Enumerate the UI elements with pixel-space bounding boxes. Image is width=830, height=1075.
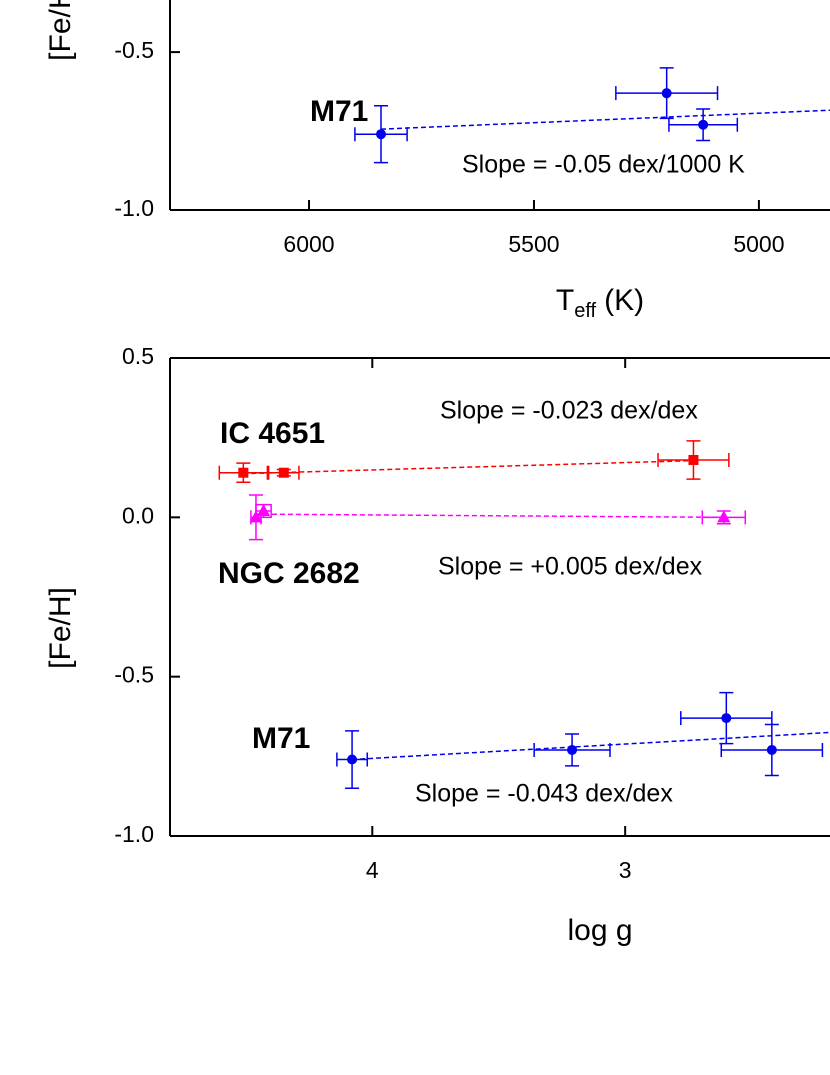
y-tick-label: -1.0 (114, 821, 154, 847)
marker (278, 467, 289, 478)
marker (721, 713, 732, 724)
x-tick-label: 3 (619, 857, 632, 883)
y-axis-label: [Fe/H] (44, 0, 77, 61)
x-tick-label: 5000 (733, 231, 784, 257)
marker (766, 744, 777, 755)
marker (567, 744, 578, 755)
y-tick-label: 0.0 (122, 502, 154, 528)
fit-line (255, 513, 724, 519)
x-axis-label: Teff (K) (556, 284, 644, 322)
series-label: IC 4651 (220, 417, 325, 450)
marker (698, 119, 709, 130)
marker (688, 454, 699, 465)
y-tick-label: -1.0 (114, 195, 154, 221)
y-tick-label: 0.5 (122, 343, 154, 369)
marker (257, 503, 271, 516)
x-axis-label: log g (567, 914, 632, 947)
marker (238, 467, 249, 478)
x-label-sub: eff (574, 300, 596, 322)
y-axis-label: [Fe/H] (44, 587, 77, 669)
annotation: Slope = -0.05 dex/1000 K (462, 151, 745, 179)
x-tick-label: 4 (366, 857, 379, 883)
panel: -1.0 -0.5 0.0 0.5 4 3 [Fe/H] log g IC 4651 NGC 26… (44, 343, 830, 947)
annotation: Slope = +0.005 dex/dex (438, 553, 703, 581)
series-label: NGC 2682 (218, 557, 360, 590)
annotation: Slope = -0.043 dex/dex (415, 780, 673, 808)
fit-line (243, 459, 694, 475)
y-tick-label: -0.5 (114, 37, 154, 63)
annotation: Slope = -0.023 dex/dex (440, 397, 698, 425)
fit-line (380, 109, 830, 130)
marker (376, 129, 387, 140)
x-tick-label: 6000 (283, 231, 334, 257)
series-label: M71 (310, 95, 368, 128)
y-tick-label: -0.5 (114, 662, 154, 688)
fit-line (352, 731, 830, 761)
x-label-unit: (K) (604, 284, 644, 317)
x-label-main: log g (567, 914, 632, 947)
x-label-main: T (556, 284, 574, 317)
x-tick-label: 5500 (508, 231, 559, 257)
series-label: M71 (252, 722, 310, 755)
panel: -1.0 -0.5 6000 5500 5000 [Fe/H] Teff (K) M71 Slop… (44, 0, 830, 322)
marker (347, 754, 358, 765)
marker (717, 510, 731, 523)
marker (661, 88, 672, 99)
